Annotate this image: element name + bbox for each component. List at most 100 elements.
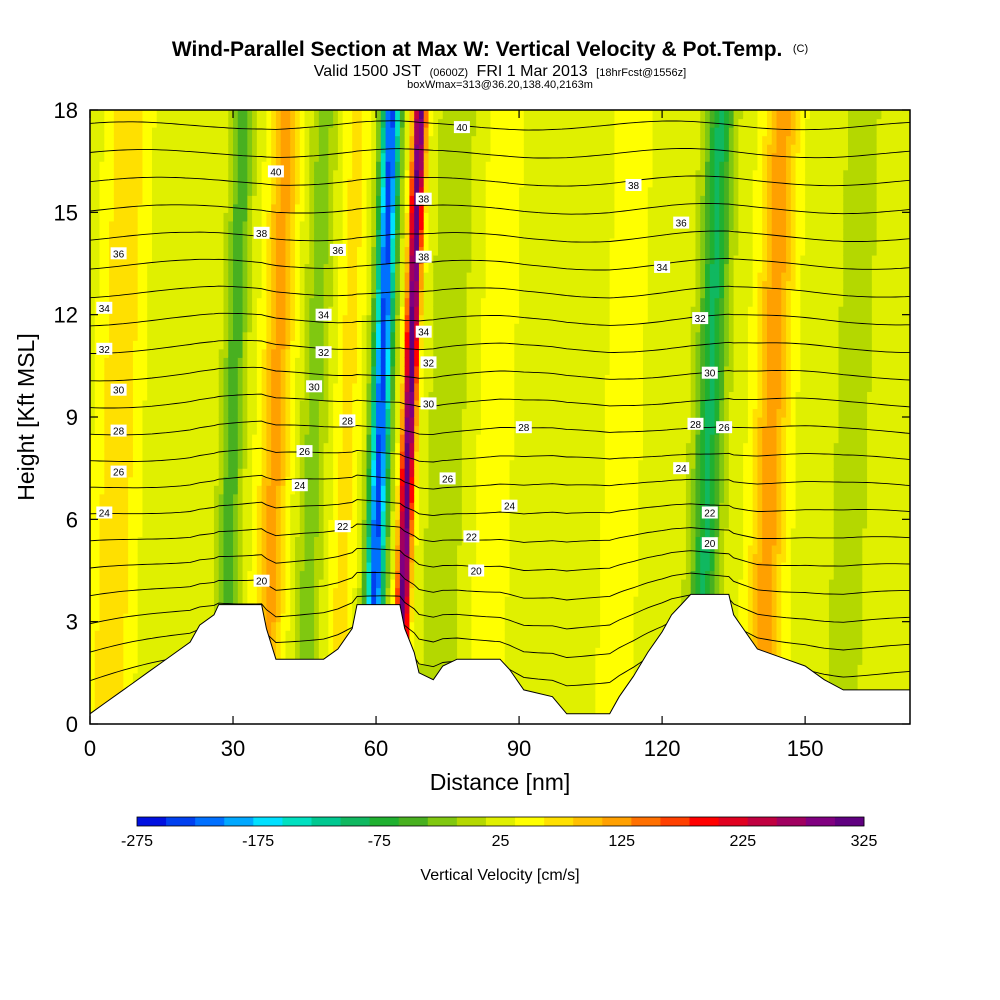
velocity-cell <box>213 178 220 188</box>
velocity-cell <box>352 212 358 222</box>
velocity-cell <box>185 263 191 273</box>
velocity-cell <box>228 314 234 324</box>
velocity-cell <box>361 127 368 137</box>
velocity-cell <box>118 527 124 537</box>
velocity-cell <box>390 135 396 145</box>
velocity-cell <box>295 169 301 179</box>
velocity-cell <box>209 306 215 316</box>
velocity-cell <box>366 229 372 239</box>
velocity-cell <box>280 289 287 299</box>
velocity-cell <box>161 365 167 375</box>
velocity-cell <box>366 280 372 290</box>
velocity-cell <box>409 434 415 444</box>
velocity-cell <box>161 331 167 341</box>
velocity-cell <box>342 570 349 580</box>
velocity-cell <box>347 340 353 350</box>
velocity-cell <box>194 118 201 128</box>
velocity-cell <box>328 596 334 606</box>
velocity-cell <box>90 254 96 265</box>
velocity-cell <box>233 186 239 196</box>
velocity-cell <box>209 459 215 469</box>
velocity-cell <box>356 110 363 120</box>
velocity-cell <box>247 510 253 520</box>
velocity-cell <box>323 135 329 145</box>
velocity-cell <box>385 451 391 461</box>
velocity-cell <box>104 280 110 290</box>
velocity-cell <box>309 630 315 640</box>
velocity-cell <box>99 169 105 179</box>
velocity-cell <box>132 527 139 537</box>
velocity-cell <box>256 408 263 418</box>
velocity-cell <box>371 144 377 154</box>
velocity-cell <box>280 485 287 495</box>
velocity-cell <box>318 510 325 520</box>
velocity-cell <box>99 382 105 393</box>
velocity-cell <box>256 323 263 333</box>
velocity-cell <box>118 127 124 137</box>
velocity-cell <box>376 246 382 256</box>
velocity-cell <box>109 647 115 657</box>
velocity-cell <box>337 408 344 418</box>
velocity-cell <box>299 391 306 401</box>
velocity-cell <box>180 348 186 358</box>
velocity-cell <box>99 434 105 444</box>
velocity-cell <box>314 604 320 614</box>
velocity-cell <box>128 544 134 555</box>
velocity-cell <box>328 561 334 572</box>
velocity-cell <box>295 314 301 324</box>
velocity-cell <box>323 152 329 162</box>
velocity-cell <box>104 459 110 469</box>
velocity-cell <box>204 519 210 529</box>
velocity-cell <box>404 254 411 265</box>
velocity-cell <box>204 306 210 316</box>
velocity-cell <box>142 152 148 162</box>
velocity-cell <box>137 459 144 469</box>
velocity-cell <box>380 510 387 520</box>
velocity-cell <box>185 161 191 171</box>
velocity-cell <box>118 561 124 572</box>
velocity-cell <box>113 579 120 589</box>
velocity-cell <box>228 289 234 299</box>
velocity-cell <box>180 561 186 572</box>
velocity-cell <box>199 178 206 188</box>
velocity-cell <box>261 459 267 469</box>
velocity-cell <box>137 510 144 520</box>
velocity-cell <box>137 161 144 171</box>
velocity-cell <box>266 186 272 196</box>
velocity-cell <box>371 493 377 503</box>
velocity-cell <box>185 314 191 324</box>
velocity-cell <box>194 374 201 384</box>
velocity-cell <box>290 203 296 213</box>
velocity-cell <box>390 314 396 324</box>
velocity-cell <box>280 604 287 614</box>
velocity-cell <box>352 348 358 358</box>
velocity-cell <box>342 451 349 461</box>
velocity-cell <box>228 220 234 230</box>
velocity-cell <box>409 323 415 333</box>
velocity-cell <box>290 186 296 196</box>
velocity-cell <box>285 161 291 171</box>
velocity-cell <box>404 178 411 188</box>
velocity-cell <box>147 442 153 452</box>
velocity-cell <box>318 331 325 341</box>
velocity-cell <box>104 519 110 529</box>
velocity-cell <box>361 212 368 222</box>
velocity-cell <box>185 237 191 248</box>
velocity-cell <box>113 536 120 546</box>
velocity-cell <box>113 254 120 265</box>
velocity-cell <box>385 314 391 324</box>
velocity-cell <box>309 510 315 520</box>
velocity-cell <box>347 110 353 120</box>
velocity-cell <box>290 237 296 248</box>
velocity-cell <box>132 340 139 350</box>
velocity-cell <box>156 553 163 563</box>
velocity-cell <box>390 587 396 597</box>
velocity-cell <box>252 272 258 282</box>
velocity-cell <box>128 195 134 205</box>
velocity-cell <box>171 561 177 572</box>
velocity-cell <box>147 519 153 529</box>
velocity-cell <box>333 391 339 401</box>
velocity-cell <box>299 212 306 222</box>
velocity-cell <box>390 399 396 410</box>
velocity-cell <box>271 442 277 452</box>
